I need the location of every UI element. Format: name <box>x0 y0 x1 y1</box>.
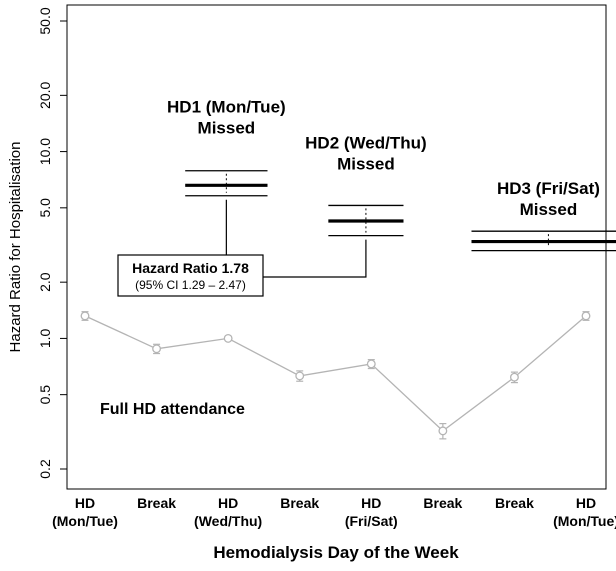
missed-subtitle: Missed <box>337 154 395 173</box>
x-category-label: Break <box>280 495 319 511</box>
full-hd-attendance-label: Full HD attendance <box>100 401 245 418</box>
y-axis-title: Hazard Ratio for Hospitalisation <box>7 142 24 353</box>
x-category-label: Break <box>137 495 176 511</box>
data-point <box>581 311 591 321</box>
data-point <box>223 333 233 343</box>
y-tick-label: 0.2 <box>37 459 53 479</box>
x-category-sublabel: (Mon/Tue) <box>553 513 616 529</box>
x-category-sublabel: (Fri/Sat) <box>345 513 398 529</box>
x-category-label: HD <box>361 495 381 511</box>
callout-connector <box>225 199 367 278</box>
y-tick-label: 5.0 <box>37 198 53 218</box>
missed-subtitle: Missed <box>198 119 256 138</box>
data-point <box>509 372 519 382</box>
series-line <box>84 315 587 432</box>
y-tick-label: 20.0 <box>37 82 53 109</box>
data-point <box>152 344 162 354</box>
data-point <box>366 359 376 369</box>
missed-title: HD2 (Wed/Thu) <box>305 133 427 152</box>
y-tick-label: 2.0 <box>37 272 53 292</box>
full-attendance-series <box>80 311 591 440</box>
missed-session-estimates: HD1 (Mon/Tue) Missed HD2 (Wed/Thu) Missed HD… <box>167 98 616 252</box>
x-category-label: HD <box>75 495 95 511</box>
callout-hazard-ratio: Hazard Ratio 1.78 <box>132 260 249 276</box>
x-category-sublabel: (Wed/Thu) <box>194 513 262 529</box>
y-tick-label: 10.0 <box>37 138 53 165</box>
x-category-label: Break <box>495 495 534 511</box>
callout: Hazard Ratio 1.78 (95% CI 1.29 – 2.47) <box>117 199 367 297</box>
data-point <box>438 426 448 436</box>
x-category-label: Break <box>423 495 462 511</box>
x-axis-title: Hemodialysis Day of the Week <box>213 543 459 562</box>
x-category-sublabel: (Mon/Tue) <box>52 513 118 529</box>
callout-box <box>117 254 264 297</box>
x-axis: HD (Mon/Tue) Break HD (Wed/Thu) Break HD (Fri/S… <box>52 495 616 529</box>
missed-title: HD1 (Mon/Tue) <box>167 98 286 117</box>
x-category-label: HD <box>218 495 238 511</box>
y-tick-label: 50.0 <box>37 7 53 34</box>
data-point <box>295 371 305 381</box>
x-category-label: HD <box>576 495 596 511</box>
missed-subtitle: Missed <box>520 200 578 219</box>
y-axis: 0.2 0.5 1.0 2.0 5.0 10.0 20.0 50.0 <box>37 5 68 489</box>
callout-confidence-interval: (95% CI 1.29 – 2.47) <box>135 278 246 292</box>
y-tick-label: 0.5 <box>37 385 53 405</box>
y-tick-label: 1.0 <box>37 328 53 348</box>
missed-title: HD3 (Fri/Sat) <box>497 179 600 198</box>
data-point <box>80 311 90 321</box>
